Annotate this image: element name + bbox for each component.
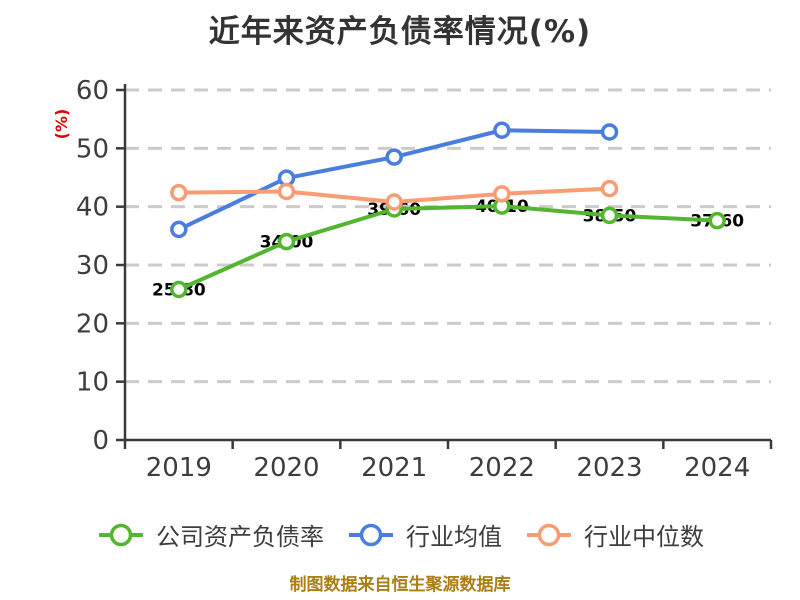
x-tick-label: 2020	[253, 453, 319, 483]
y-tick-label: 30	[76, 251, 109, 281]
y-tick-label: 20	[76, 309, 109, 339]
legend-item-industry-median: 行业中位数	[524, 517, 704, 552]
x-tick-label: 2022	[469, 453, 535, 483]
x-tick-label: 2021	[361, 453, 427, 483]
y-tick-label: 10	[76, 368, 109, 398]
data-point-marker	[493, 185, 511, 203]
series-line-0	[176, 204, 720, 292]
data-point-marker	[600, 206, 619, 225]
x-tick-label: 2024	[684, 453, 750, 483]
data-point-marker	[277, 232, 296, 251]
legend-label-industry-mean: 行业均值	[406, 523, 502, 551]
x-tick-label: 2023	[576, 453, 642, 483]
data-point-marker	[385, 148, 403, 166]
data-point-marker	[170, 220, 188, 239]
data-point-marker	[708, 211, 726, 230]
data-point-marker	[600, 179, 619, 198]
data-point-marker	[277, 182, 296, 201]
chart-title: 近年来资产负债率情况(%)	[208, 14, 592, 50]
legend-item-industry-mean: 行业均值	[346, 517, 502, 552]
source-note: 制图数据来自恒生聚源数据库	[289, 575, 511, 595]
data-point-marker	[170, 280, 188, 299]
data-point-marker	[600, 123, 619, 141]
x-tick-label: 2019	[146, 453, 212, 483]
legend-marker-industry-median-icon	[527, 523, 571, 546]
legend-marker-industry-mean-icon	[349, 523, 393, 546]
y-tick-label: 0	[92, 426, 109, 456]
y-tick-label: 40	[76, 193, 109, 223]
legend-label-company-ratio: 公司资产负债率	[156, 523, 324, 551]
legend: 公司资产负债率 行业均值 行业中位数	[0, 517, 800, 552]
legend-label-industry-median: 行业中位数	[584, 523, 704, 551]
data-point-marker	[385, 193, 403, 211]
legend-item-company-ratio: 公司资产负债率	[96, 517, 324, 552]
data-point-marker	[493, 121, 511, 139]
y-tick-label: 50	[76, 134, 109, 164]
data-point-marker	[170, 183, 188, 202]
y-tick-label: 60	[76, 76, 109, 106]
legend-marker-company-ratio-icon	[99, 523, 143, 546]
